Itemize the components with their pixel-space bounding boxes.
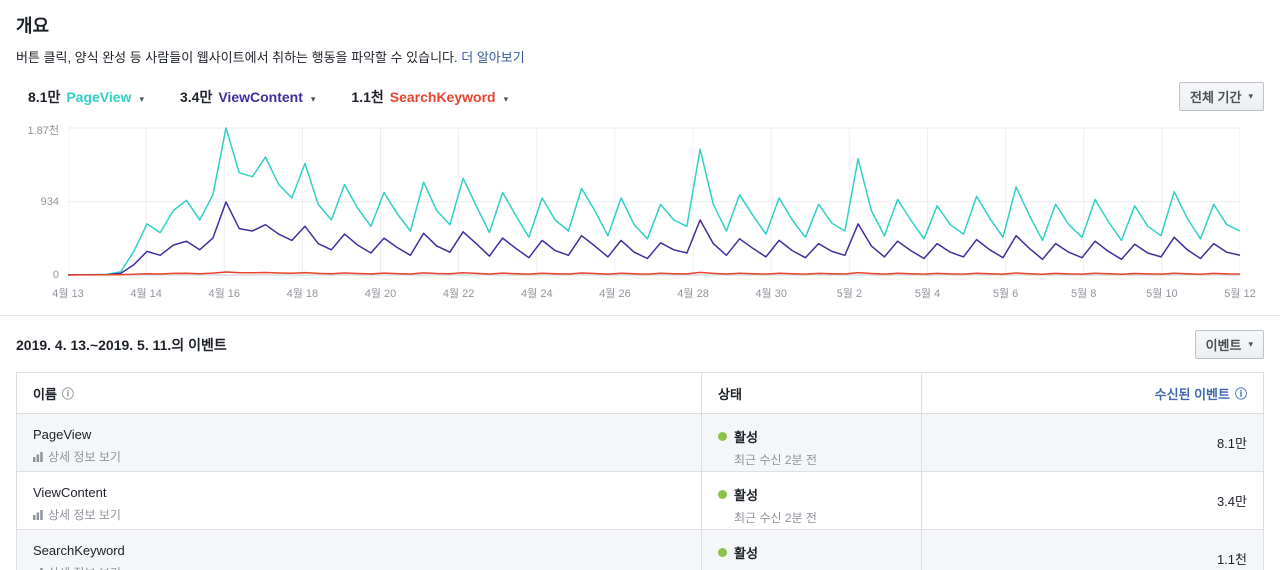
status-last-received: 최근 수신 2분 전 — [734, 453, 817, 467]
x-axis-label: 4월 22 — [442, 288, 475, 300]
status-dot-active — [718, 548, 727, 557]
legend-label: PageView — [66, 88, 132, 105]
event-status-cell: 활성 최근 수신 2분 전 — [701, 414, 921, 471]
detail-link[interactable]: 상세 정보 보기 — [33, 448, 685, 465]
column-header-status[interactable]: 상태 — [701, 373, 921, 413]
x-axis-label: 4월 13 — [52, 288, 84, 300]
detail-link[interactable]: 상세 정보 보기 — [33, 564, 685, 570]
table-row-pageview[interactable]: PageView 상세 정보 보기 활성 최근 수신 2분 전 8.1만 — [17, 413, 1263, 471]
legend-count: 8.1만 — [28, 88, 61, 105]
detail-link-label: 상세 정보 보기 — [48, 450, 121, 464]
y-axis-label: 0 — [52, 269, 59, 281]
chart-legend: 8.1만 PageView ▾ 3.4만 ViewContent ▾ 1.1천 … — [28, 87, 508, 107]
legend-count: 3.4만 — [180, 88, 213, 105]
table-row-searchkeyword[interactable]: SearchKeyword 상세 정보 보기 활성 최근 수신 3분 전 1.1… — [17, 529, 1263, 570]
event-count: 3.4만 — [1216, 494, 1247, 509]
info-icon[interactable]: ⓘ — [1234, 386, 1247, 401]
table-row-viewcontent[interactable]: ViewContent 상세 정보 보기 활성 최근 수신 2분 전 3.4만 — [17, 471, 1263, 529]
info-icon[interactable]: ⓘ — [61, 386, 74, 401]
status-dot-active — [718, 432, 727, 441]
legend-item-pageview[interactable]: 8.1만 PageView ▾ — [28, 87, 144, 107]
learn-more-link[interactable]: 더 알아보기 — [461, 50, 525, 65]
legend-count: 1.1천 — [351, 88, 384, 105]
x-axis-label: 4월 26 — [599, 288, 631, 300]
period-filter-label: 전체 기간 — [1190, 90, 1242, 105]
event-name-cell: SearchKeyword 상세 정보 보기 — [17, 530, 701, 570]
event-name: SearchKeyword — [33, 543, 125, 558]
status-dot-active — [718, 490, 727, 499]
x-axis-label: 4월 30 — [755, 288, 787, 300]
event-count-cell: 8.1만 — [921, 414, 1263, 471]
events-chart: 0 934 1.87천 4월 13 4월 14 4월 16 4월 18 4월 20 4월 22… — [27, 125, 1256, 307]
y-axis-label: 1.87천 — [27, 125, 59, 137]
x-axis-label: 5월 8 — [1071, 288, 1097, 300]
legend-label: ViewContent — [218, 88, 303, 105]
chevron-down-icon: ▾ — [310, 93, 316, 104]
events-filter-button[interactable]: 이벤트 ▾ — [1194, 330, 1264, 359]
x-axis-label: 5월 12 — [1224, 288, 1256, 300]
x-axis-label: 4월 20 — [364, 288, 397, 300]
detail-link-label: 상세 정보 보기 — [48, 508, 121, 522]
series-line-searchkeyword — [68, 271, 1240, 276]
column-header-status-label: 상태 — [718, 386, 742, 402]
event-count: 8.1만 — [1216, 436, 1247, 451]
x-axis-label: 5월 6 — [992, 288, 1019, 300]
section-divider — [0, 315, 1280, 316]
bar-chart-icon — [40, 567, 43, 570]
page-title: 개요 — [16, 16, 50, 36]
events-table: 이름 ⓘ 상태 수신된 이벤트 ⓘ PageView 상세 정보 보기 활성 최… — [16, 372, 1264, 570]
event-count-cell: 1.1천 — [921, 530, 1263, 570]
x-axis-label: 4월 18 — [286, 288, 319, 300]
x-axis-labels: 4월 13 4월 14 4월 16 4월 18 4월 20 4월 22 4월 24 4월 26… — [52, 285, 1256, 307]
event-count-cell: 3.4만 — [921, 472, 1263, 529]
status-label: 활성 — [734, 546, 758, 561]
chevron-down-icon: ▾ — [1248, 91, 1253, 101]
column-header-name[interactable]: 이름 ⓘ — [17, 373, 701, 413]
status-label: 활성 — [734, 488, 758, 503]
event-name: PageView — [33, 427, 92, 442]
series-line-pageview — [68, 127, 1240, 276]
event-name: ViewContent — [33, 485, 107, 500]
x-axis-label: 5월 4 — [914, 288, 941, 300]
event-status-cell: 활성 최근 수신 2분 전 — [701, 472, 921, 529]
legend-label: SearchKeyword — [389, 88, 496, 105]
page-subtitle: 버튼 클릭, 양식 완성 등 사람들이 웹사이트에서 취하는 행동을 파악할 수… — [16, 47, 1264, 66]
events-section-title: 2019. 4. 13.~2019. 5. 11.의 이벤트 — [16, 336, 227, 353]
x-axis-label: 5월 10 — [1146, 288, 1178, 300]
event-count: 1.1천 — [1216, 552, 1247, 567]
x-axis-label: 4월 16 — [208, 288, 241, 300]
chevron-down-icon: ▾ — [1248, 339, 1253, 349]
x-axis-label: 4월 14 — [130, 288, 162, 300]
series-line-viewcontent — [68, 201, 1240, 276]
event-name-cell: PageView 상세 정보 보기 — [17, 414, 701, 471]
chart-toolbar: 8.1만 PageView ▾ 3.4만 ViewContent ▾ 1.1천 … — [0, 82, 1280, 111]
column-header-received-events[interactable]: 수신된 이벤트 ⓘ — [921, 373, 1263, 413]
event-name-cell: ViewContent 상세 정보 보기 — [17, 472, 701, 529]
event-status-cell: 활성 최근 수신 3분 전 — [701, 530, 921, 570]
bar-chart-icon — [33, 509, 43, 520]
legend-item-searchkeyword[interactable]: 1.1천 SearchKeyword ▾ — [351, 87, 508, 107]
detail-link[interactable]: 상세 정보 보기 — [33, 506, 685, 523]
legend-item-viewcontent[interactable]: 3.4만 ViewContent ▾ — [180, 87, 315, 107]
bar-chart-icon — [33, 451, 43, 462]
x-axis-label: 4월 28 — [677, 288, 709, 300]
x-axis-label: 4월 24 — [521, 288, 553, 300]
detail-link-label: 상세 정보 보기 — [48, 564, 121, 570]
events-chart-svg — [68, 127, 1240, 276]
events-filter-label: 이벤트 — [1205, 338, 1242, 353]
column-header-name-label: 이름 — [33, 386, 57, 402]
events-section-header: 2019. 4. 13.~2019. 5. 11.의 이벤트 이벤트 ▾ — [0, 316, 1280, 372]
status-label: 활성 — [734, 430, 758, 445]
chevron-down-icon: ▾ — [503, 93, 509, 104]
x-axis-label: 5월 2 — [836, 288, 863, 300]
table-header-row: 이름 ⓘ 상태 수신된 이벤트 ⓘ — [17, 373, 1263, 413]
chevron-down-icon: ▾ — [139, 93, 144, 104]
period-filter-button[interactable]: 전체 기간 ▾ — [1179, 82, 1264, 111]
y-axis-label: 934 — [40, 195, 59, 208]
status-last-received: 최근 수신 2분 전 — [734, 511, 817, 525]
y-axis-labels: 0 934 1.87천 — [27, 125, 1240, 307]
page-subtitle-text: 버튼 클릭, 양식 완성 등 사람들이 웹사이트에서 취하는 행동을 파악할 수… — [16, 50, 458, 65]
page-header: 개요 버튼 클릭, 양식 완성 등 사람들이 웹사이트에서 취하는 행동을 파악… — [0, 0, 1280, 66]
column-header-received-events-label: 수신된 이벤트 — [1154, 386, 1230, 402]
